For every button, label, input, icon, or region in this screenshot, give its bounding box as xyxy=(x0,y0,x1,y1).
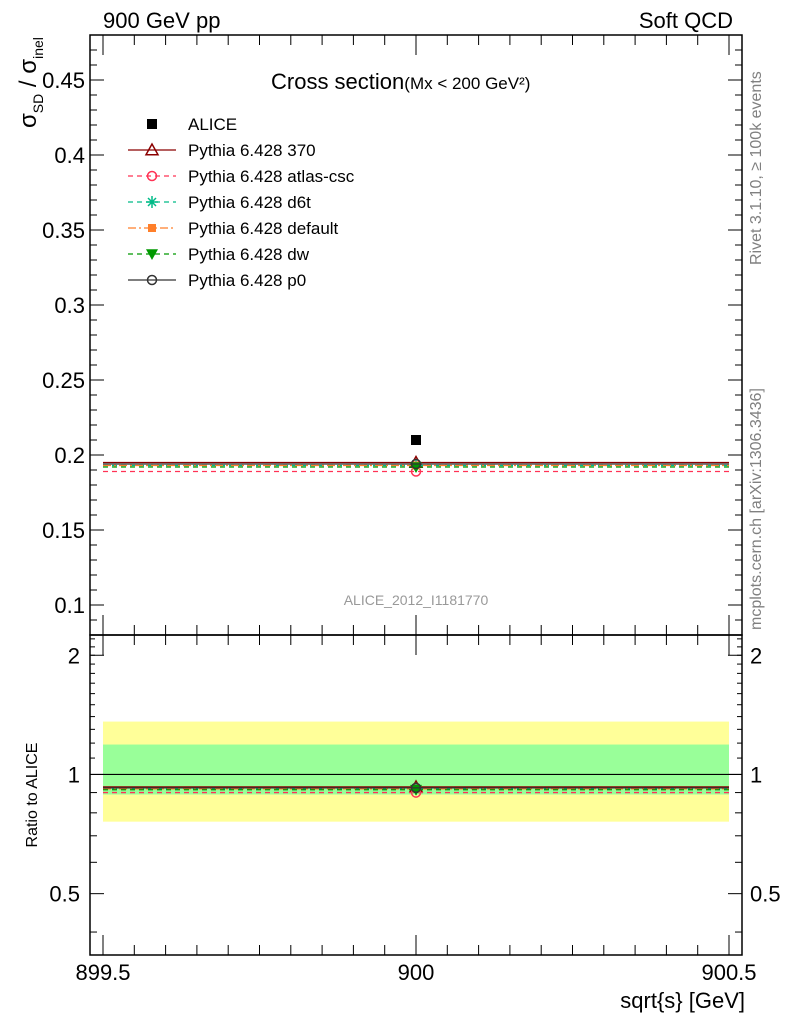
legend-marker xyxy=(146,170,158,182)
y-axis-label-main: σSD / σinel xyxy=(15,37,46,128)
y-tick-label-main: 0.35 xyxy=(42,218,85,243)
mcplots-label: mcplots.cern.ch [arXiv:1306.3436] xyxy=(748,388,765,630)
chart-title: Cross section(Mx < 200 GeV²) xyxy=(271,69,530,94)
legend-label: Pythia 6.428 atlas-csc xyxy=(188,167,355,186)
series-marker-main xyxy=(410,462,422,473)
y-tick-label-ratio-right: 0.5 xyxy=(750,882,781,907)
axis-ticks: 0.1 0.15 0.2 0.25 0.3 0.35 0.4 0.45 0.5 0.5 1 1 2 2 89… xyxy=(42,34,781,985)
y-tick-label-main: 0.15 xyxy=(42,518,85,543)
legend-label: Pythia 6.428 370 xyxy=(188,141,316,160)
analysis-label: ALICE_2012_I1181770 xyxy=(344,592,489,608)
y-tick-label-ratio-right: 2 xyxy=(750,643,762,668)
legend-marker xyxy=(144,142,160,156)
y-tick-label-ratio: 2 xyxy=(68,643,80,668)
data-point-alice xyxy=(411,435,421,445)
legend-label: Pythia 6.428 dw xyxy=(188,245,310,264)
header-right-label: Soft QCD xyxy=(639,8,733,33)
sigma-sd: σ xyxy=(15,113,42,128)
y-tick-label-ratio: 1 xyxy=(68,762,80,787)
y-tick-label-ratio-right: 1 xyxy=(750,762,762,787)
legend-label: Pythia 6.428 d6t xyxy=(188,193,311,212)
rivet-version-label: Rivet 3.1.10, ≥ 100k events xyxy=(748,71,765,265)
y-tick-label-main: 0.4 xyxy=(54,143,85,168)
legend-marker xyxy=(148,224,156,232)
x-tick-label: 900 xyxy=(398,960,435,985)
y-tick-label-main: 0.45 xyxy=(42,68,85,93)
ratio-bands xyxy=(90,721,742,822)
series-layer xyxy=(103,435,729,798)
chart-title-main: Cross section xyxy=(271,69,404,94)
y-tick-label-main: 0.25 xyxy=(42,368,85,393)
y-tick-label-ratio: 0.5 xyxy=(49,882,80,907)
legend-marker xyxy=(146,274,158,286)
legend: ALICE Pythia 6.428 370 Pythia 6.428 atlas-… xyxy=(128,115,355,290)
series-marker-main xyxy=(410,458,422,470)
legend-marker-alice xyxy=(147,119,157,129)
legend-label: Pythia 6.428 default xyxy=(188,219,339,238)
legend-label: ALICE xyxy=(188,115,237,134)
x-axis-label: sqrt{s} [GeV] xyxy=(620,988,745,1013)
y-tick-label-main: 0.2 xyxy=(54,443,85,468)
legend-marker xyxy=(146,249,158,260)
legend-marker xyxy=(146,196,158,208)
header-left-label: 900 GeV pp xyxy=(103,8,220,33)
y-axis-label-ratio: Ratio to ALICE xyxy=(24,743,41,848)
y-tick-label-main: 0.1 xyxy=(54,593,85,618)
x-tick-label: 900.5 xyxy=(701,960,756,985)
series-marker-ratio xyxy=(410,782,422,794)
x-tick-label: 899.5 xyxy=(75,960,130,985)
legend-label: Pythia 6.428 p0 xyxy=(188,271,306,290)
y-tick-label-main: 0.3 xyxy=(54,293,85,318)
chart-title-suffix: (Mx < 200 GeV²) xyxy=(404,74,530,93)
